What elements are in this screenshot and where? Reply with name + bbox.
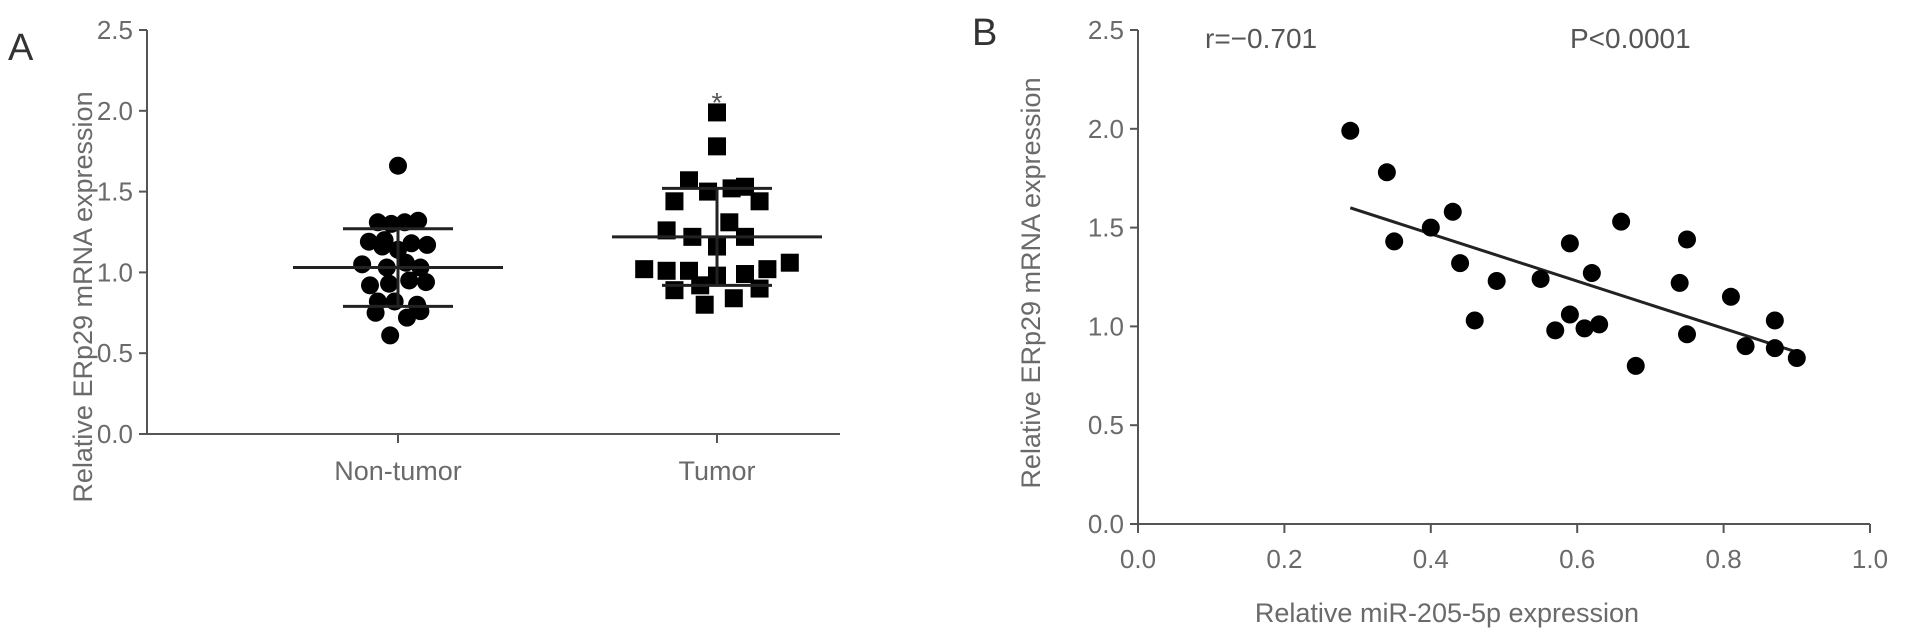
panel-b-point [1612,212,1631,231]
panel-b-x-tick-label: 0.8 [1706,544,1742,574]
panel-b-marks [1341,121,1806,375]
panel-b-point [1765,311,1784,330]
panel-b-label: B [972,12,997,54]
panel-a-x-tick-label: Tumor [678,456,755,486]
panel-b-x-axis-label: Relative miR-205-5p expression [1255,598,1639,628]
panel-b-point [1678,325,1696,344]
panel-b-point [1341,121,1360,140]
panel-a-point [353,255,372,274]
panel-b-x-tick-label: 0.2 [1266,544,1302,574]
panel-b-x-tick-label: 0.4 [1413,544,1449,574]
panel-a-point [750,192,769,211]
panel-a-point [657,261,676,280]
panel-a-point [708,103,726,122]
panel-a-y-tick-label: 2.5 [97,15,133,45]
panel-a-point [736,177,754,196]
panel-b-x-tick-label: 0.0 [1120,544,1156,574]
panel-a-point [418,235,437,254]
panel-a-point [708,137,726,156]
panel-b-y-tick-label: 1.5 [1088,213,1124,243]
panel-b-point [1377,163,1396,182]
panel-a-point [389,156,407,175]
panel-b-point [1787,349,1806,368]
panel-b-y-tick-label: 2.0 [1088,114,1124,144]
panel-b-point [1765,339,1784,358]
panel-b-point [1582,264,1601,283]
panel-a-point [373,237,392,256]
panel-a-point [417,273,435,292]
panel-b-point [1465,311,1484,330]
panel-b-point [1487,271,1506,290]
panel-a-point [361,276,379,295]
panel-a-point [680,261,698,280]
panel-b-point [1736,337,1755,356]
panel-b-point [1546,321,1565,340]
panel-a-point [750,279,769,298]
panel-a-y-tick-label: 2.0 [97,96,133,126]
panel-a-point [699,182,718,201]
panel-a-point [680,171,698,190]
panel-a-y-axis-label: Relative ERp29 mRNA expression [68,91,98,502]
panel-a-label: A [8,27,34,69]
panel-b-x-axis: 0.0 0.2 0.4 0.6 0.8 1.0 [1120,523,1888,574]
panel-a-point [366,303,385,322]
panel-b: B Relative ERp29 mRNA expression Relativ… [972,12,1888,628]
panel-b-y-tick-label: 2.5 [1088,15,1124,45]
panel-a-point [400,271,419,290]
panel-b-y-axis-label: Relative ERp29 mRNA expression [1016,77,1046,488]
panel-b-point [1451,254,1470,273]
panel-a-point [780,253,799,272]
panel-a-point [695,295,714,314]
panel-b-point [1443,202,1462,221]
panel-a-point [724,289,743,308]
panel-a-y-tick-label: 0.0 [97,419,133,449]
panel-b-x-tick-label: 0.6 [1559,544,1595,574]
panel-a-point [736,265,754,284]
panel-a-point [758,260,777,279]
panel-a: A Relative ERp29 mRNA expression 0.0 0.5 1… [8,15,840,503]
panel-a-y-tick-label: 1.5 [97,177,133,207]
panel-a-point [657,221,676,240]
panel-a-y-tick-label: 1.0 [97,257,133,287]
panel-a-y-axis: 0.0 0.5 1.0 1.5 2.0 2.5 [97,15,148,449]
panel-a-point [402,234,421,253]
panel-a-point [368,213,387,232]
panel-a-point [665,192,684,211]
panel-b-point [1678,230,1696,249]
panel-a-point [395,213,414,232]
panel-b-point [1421,218,1440,237]
panel-b-point [1670,273,1689,292]
panel-a-point [720,213,739,232]
panel-b-point [1560,234,1579,253]
panel-b-point [1385,232,1404,251]
panel-a-point [380,274,399,293]
panel-b-regression-line [1349,206,1798,354]
panel-b-point [1560,305,1579,324]
panel-a-point [381,326,400,345]
panel-b-y-tick-label: 0.0 [1088,509,1124,539]
panel-a-point [409,211,428,230]
panel-a-marks [293,103,822,345]
panel-b-point [1721,287,1740,306]
panel-b-y-tick-label: 1.0 [1088,311,1124,341]
panel-b-point [1575,319,1594,338]
panel-a-point [635,260,654,279]
panel-b-x-tick-label: 1.0 [1852,544,1888,574]
panel-a-significance-marker: * [712,87,723,118]
panel-b-y-axis: 0.0 0.5 1.0 1.5 2.0 2.5 [1088,15,1139,539]
panel-b-point [1626,356,1645,375]
panel-b-p-annotation: P<0.0001 [1570,23,1691,54]
panel-b-r-annotation: r=−0.701 [1205,23,1317,54]
panel-a-y-tick-label: 0.5 [97,338,133,368]
panel-b-point [1531,269,1550,288]
panel-b-point [1590,315,1609,334]
panel-a-x-tick-label: Non-tumor [334,456,462,486]
panel-a-x-axis: Non-tumor Tumor [147,433,840,486]
panel-b-y-tick-label: 0.5 [1088,410,1124,440]
panel-a-point [397,308,416,327]
